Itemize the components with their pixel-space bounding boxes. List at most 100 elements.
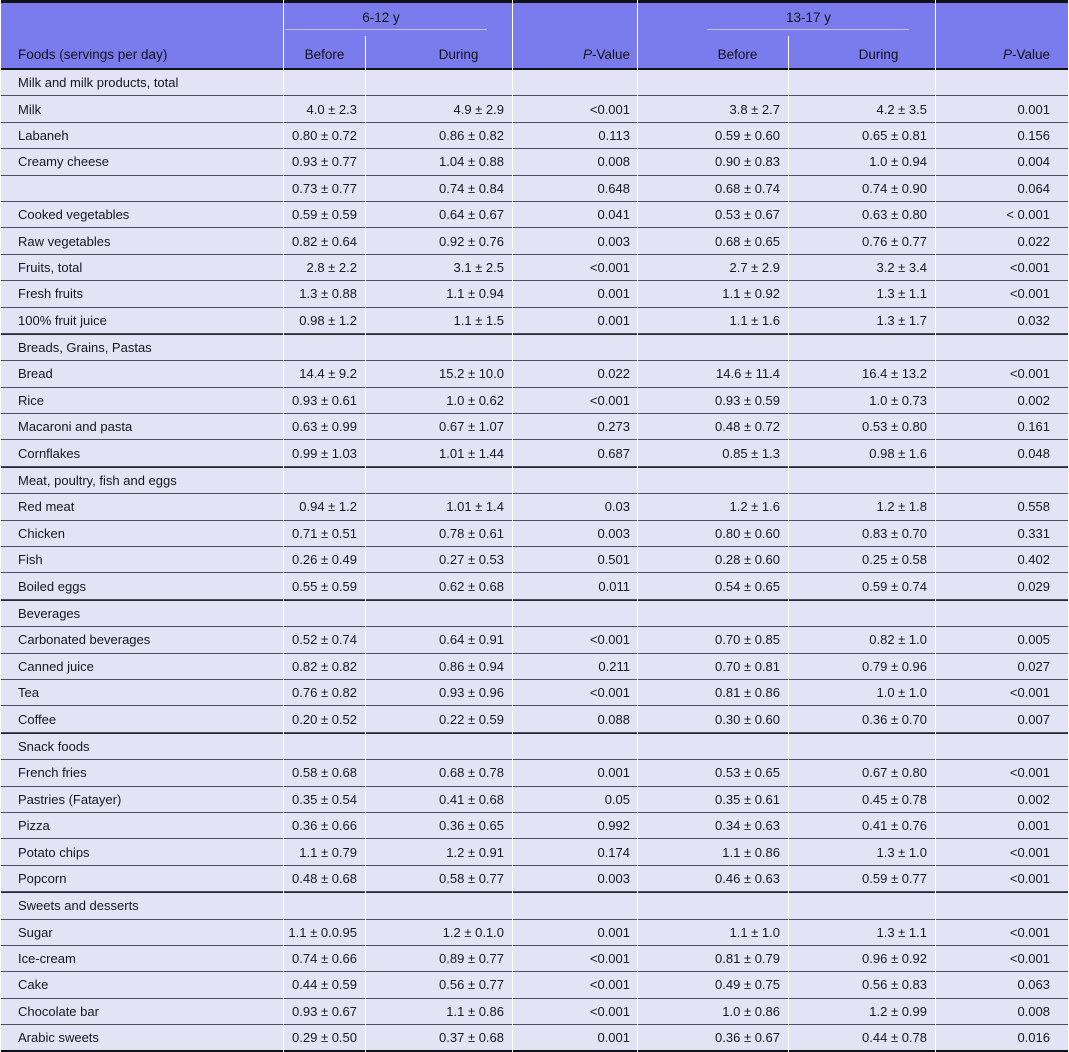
empty-cell	[513, 732, 637, 761]
empty-cell	[789, 333, 935, 362]
value-cell: 0.064	[936, 175, 1068, 202]
value-cell: 0.088	[513, 706, 637, 733]
section-row: Sweets and desserts	[1, 892, 1068, 920]
empty-cell	[936, 892, 1068, 920]
value-cell: 0.001	[513, 760, 637, 787]
table-row: Ice-cream 0.74 ± 0.66 0.89 ± 0.77 <0.001 0.8…	[1, 945, 1068, 973]
empty-cell	[284, 732, 365, 761]
table-row: Fruits, total 2.8 ± 2.2 3.1 ± 2.5 <0.001 2.7…	[1, 254, 1068, 282]
food-label: Raw vegetables	[1, 228, 283, 255]
value-cell: <0.001	[513, 96, 637, 123]
value-cell: 15.2 ± 10.0	[366, 361, 512, 388]
table-row: Carbonated beverages 0.52 ± 0.74 0.64 ± 0.…	[1, 627, 1068, 654]
value-cell: 0.86 ± 0.94	[366, 653, 512, 680]
section-row: Snack foods	[1, 732, 1068, 761]
value-cell: 0.98 ± 1.6	[789, 440, 935, 467]
table-row: Cake 0.44 ± 0.59 0.56 ± 0.77 <0.001 0.49 ± 0…	[1, 972, 1068, 999]
value-cell: 0.002	[936, 786, 1068, 813]
value-cell: 3.1 ± 2.5	[366, 254, 512, 282]
value-cell: 0.03	[513, 494, 637, 521]
value-cell: 0.78 ± 0.61	[366, 520, 512, 548]
table-row: Sugar 1.1 ± 0.0.95 1.2 ± 0.1.0 0.001 1.1 ± 1…	[1, 919, 1068, 946]
value-cell: <0.001	[936, 679, 1068, 707]
value-cell: 0.74 ± 0.90	[789, 175, 935, 202]
value-cell: 1.1 ± 1.5	[366, 307, 512, 334]
value-cell: 0.76 ± 0.77	[789, 228, 935, 255]
empty-cell	[789, 892, 935, 920]
value-cell: 0.001	[936, 96, 1068, 123]
value-cell: 0.41 ± 0.76	[789, 812, 935, 840]
value-cell: 0.001	[936, 812, 1068, 840]
value-cell: 0.74 ± 0.66	[284, 945, 365, 973]
value-cell: 0.022	[513, 361, 637, 388]
value-cell: 0.016	[936, 1025, 1068, 1052]
empty-header-cell	[936, 0, 1068, 36]
empty-cell	[513, 333, 637, 362]
value-cell: <0.001	[936, 281, 1068, 308]
empty-cell	[638, 466, 788, 495]
value-cell: 1.2 ± 1.8	[789, 494, 935, 521]
empty-cell	[513, 892, 637, 920]
value-cell: 0.558	[936, 494, 1068, 521]
section-row: Milk and milk products, total	[1, 70, 1068, 97]
age-group-6-12: 6-12 y	[284, 0, 512, 36]
table-row: Labaneh 0.80 ± 0.72 0.86 ± 0.82 0.113 0.59 ±…	[1, 122, 1068, 150]
empty-cell	[789, 732, 935, 761]
value-cell: 1.01 ± 1.4	[366, 494, 512, 521]
value-cell: 2.8 ± 2.2	[284, 254, 365, 282]
value-cell: 0.64 ± 0.67	[366, 201, 512, 229]
value-cell: 1.3 ± 1.0	[789, 839, 935, 866]
value-cell: 1.04 ± 0.88	[366, 149, 512, 176]
group-underline	[707, 29, 909, 30]
value-cell: 0.92 ± 0.76	[366, 228, 512, 255]
empty-cell	[638, 333, 788, 362]
value-cell: 0.67 ± 1.07	[366, 414, 512, 441]
table-row: Tea 0.76 ± 0.82 0.93 ± 0.96 <0.001 0.81 ± 0.…	[1, 679, 1068, 707]
value-cell: <0.001	[513, 945, 637, 973]
table-row: Canned juice 0.82 ± 0.82 0.86 ± 0.94 0.211 0…	[1, 653, 1068, 680]
food-label: 100% fruit juice	[1, 307, 283, 334]
value-cell: 0.048	[936, 440, 1068, 467]
empty-cell	[789, 70, 935, 97]
age-group-label: 6-12 y	[362, 10, 400, 25]
empty-corner-cell	[1, 0, 283, 36]
food-label: Fish	[1, 547, 283, 574]
value-cell: 0.73 ± 0.77	[284, 175, 365, 202]
table-row: Arabic sweets 0.29 ± 0.50 0.37 ± 0.68 0.001…	[1, 1025, 1068, 1052]
empty-cell	[789, 466, 935, 495]
table-body: Milk and milk products, total Milk 4.0 ± 2…	[1, 70, 1068, 1052]
value-cell: 0.68 ± 0.65	[638, 228, 788, 255]
section-row: Beverages	[1, 599, 1068, 628]
food-label: Fruits, total	[1, 254, 283, 282]
empty-cell	[284, 466, 365, 495]
value-cell: 0.70 ± 0.81	[638, 653, 788, 680]
value-cell: 0.032	[936, 307, 1068, 334]
value-cell: 0.96 ± 0.92	[789, 945, 935, 973]
value-cell: 0.76 ± 0.82	[284, 679, 365, 707]
value-cell: 0.402	[936, 547, 1068, 574]
value-cell: 0.98 ± 1.2	[284, 307, 365, 334]
value-cell: 0.82 ± 0.82	[284, 653, 365, 680]
value-cell: 1.3 ± 1.1	[789, 281, 935, 308]
empty-cell	[936, 70, 1068, 97]
value-cell: 0.54 ± 0.65	[638, 573, 788, 600]
table-row: 0.73 ± 0.77 0.74 ± 0.84 0.648 0.68 ± 0.74 0.…	[1, 175, 1068, 202]
empty-cell	[366, 466, 512, 495]
food-label: Creamy cheese	[1, 149, 283, 176]
value-cell: 0.003	[513, 228, 637, 255]
value-cell: 0.93 ± 0.67	[284, 998, 365, 1026]
value-cell: 0.52 ± 0.74	[284, 627, 365, 654]
value-cell: 16.4 ± 13.2	[789, 361, 935, 388]
value-cell: < 0.001	[936, 201, 1068, 229]
table-row: Cooked vegetables 0.59 ± 0.59 0.64 ± 0.67 0…	[1, 201, 1068, 229]
food-label: Macaroni and pasta	[1, 414, 283, 441]
value-cell: 0.82 ± 1.0	[789, 627, 935, 654]
table-row: Bread 14.4 ± 9.2 15.2 ± 10.0 0.022 14.6 ± 11…	[1, 361, 1068, 388]
table-row: Cornflakes 0.99 ± 1.03 1.01 ± 1.44 0.687 0.8…	[1, 440, 1068, 467]
section-row: Meat, poultry, fish and eggs	[1, 466, 1068, 495]
value-cell: 4.0 ± 2.3	[284, 96, 365, 123]
column-header-before-1: Before	[284, 36, 365, 70]
value-cell: 0.58 ± 0.77	[366, 865, 512, 893]
value-cell: 0.211	[513, 653, 637, 680]
